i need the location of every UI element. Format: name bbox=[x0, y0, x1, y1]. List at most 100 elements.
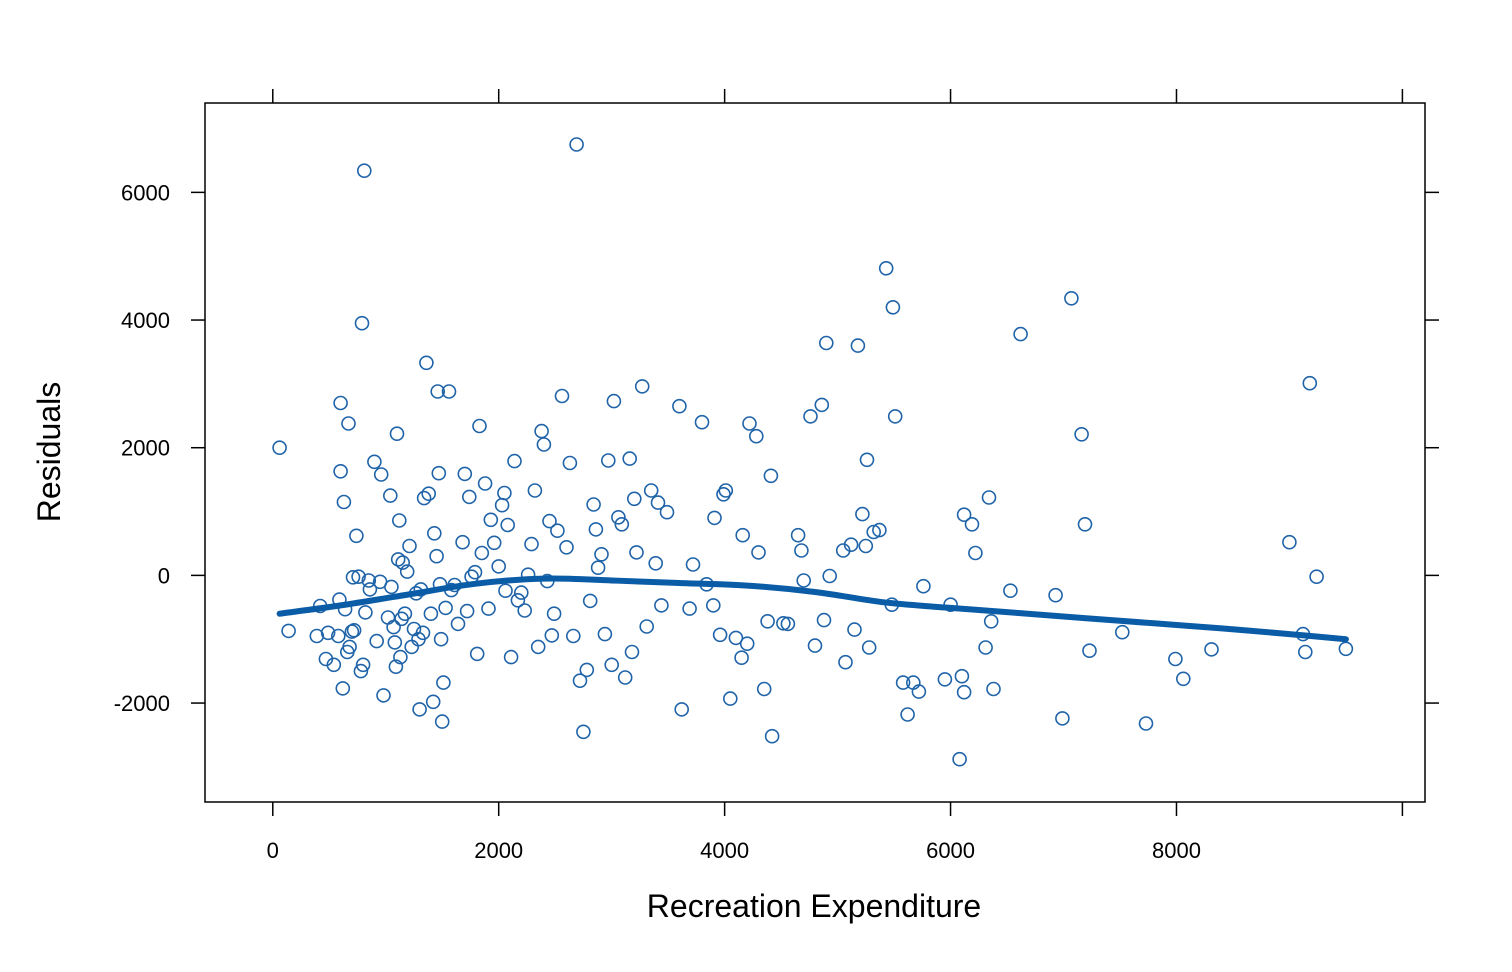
y-tick-label: 2000 bbox=[121, 436, 170, 461]
scatter-point bbox=[355, 657, 371, 673]
scatter-point bbox=[654, 598, 669, 613]
scatter-point bbox=[272, 440, 287, 456]
scatter-point bbox=[572, 673, 588, 689]
scatter-point bbox=[474, 545, 490, 561]
axis-ticks: 0 2000 4000 6000 8000 -2000 0 2000 4000 6000 bbox=[114, 89, 1439, 863]
scatter-point bbox=[843, 537, 859, 553]
scatter-point bbox=[739, 636, 755, 652]
scatter-point bbox=[1298, 644, 1313, 660]
scatter-point bbox=[455, 534, 470, 550]
scatter-point bbox=[1138, 716, 1154, 731]
scatter-point bbox=[756, 681, 772, 697]
scatter-point bbox=[380, 610, 396, 625]
scatter-point bbox=[1064, 290, 1079, 306]
scatter-point bbox=[956, 684, 972, 700]
scatter-point bbox=[1309, 569, 1324, 585]
scatter-point bbox=[838, 654, 853, 670]
scatter-point bbox=[816, 612, 832, 628]
scatter-point bbox=[617, 670, 633, 685]
y-axis-title: Residuals bbox=[31, 382, 67, 523]
scatter-point bbox=[1204, 642, 1219, 657]
scatter-point bbox=[517, 603, 533, 618]
scatter-point bbox=[763, 468, 779, 484]
scatter-point bbox=[1282, 534, 1297, 550]
scatter-point bbox=[685, 557, 701, 572]
scatter-point bbox=[565, 628, 581, 644]
scatter-point bbox=[544, 628, 560, 643]
scatter-point bbox=[614, 516, 630, 532]
x-axis-title: Recreation Expenditure bbox=[647, 888, 981, 924]
scatter-point bbox=[1338, 641, 1354, 657]
x-tick-label: 4000 bbox=[700, 838, 749, 863]
scatter-point bbox=[491, 559, 507, 574]
scatter-point bbox=[1003, 583, 1018, 599]
scatter-point bbox=[764, 728, 780, 744]
scatter-point bbox=[341, 416, 356, 431]
scatter-point bbox=[336, 494, 352, 510]
scatter-point bbox=[981, 490, 997, 505]
scatter-point bbox=[472, 418, 487, 434]
scatter-point bbox=[450, 616, 466, 632]
scatter-point bbox=[1055, 711, 1070, 726]
scatter-point bbox=[351, 569, 366, 585]
scatter-point bbox=[361, 573, 377, 588]
scatter-point bbox=[457, 466, 473, 482]
scatter-point bbox=[735, 527, 751, 543]
scatter-point bbox=[622, 451, 638, 466]
scatter-point bbox=[1048, 587, 1063, 603]
scatter-point bbox=[705, 598, 721, 613]
scatter-point bbox=[597, 626, 613, 642]
scatter-point bbox=[872, 522, 887, 538]
scatter-point bbox=[513, 585, 529, 600]
scatter-point bbox=[818, 335, 834, 351]
x-tick-label: 8000 bbox=[1152, 838, 1201, 863]
scatter-point bbox=[346, 622, 362, 638]
scatter-point bbox=[494, 497, 510, 513]
scatter-point bbox=[1115, 624, 1130, 640]
scatter-point bbox=[404, 639, 420, 655]
scatter-point bbox=[481, 601, 496, 616]
scatter-point bbox=[885, 299, 901, 315]
scatter-point bbox=[861, 640, 877, 655]
scatter-point bbox=[760, 613, 775, 629]
scatter-point bbox=[790, 527, 806, 543]
scatter-point bbox=[582, 593, 598, 609]
scatter-point bbox=[672, 398, 687, 414]
scatter-point bbox=[550, 523, 565, 539]
scatter-point bbox=[423, 606, 439, 622]
scatter-point bbox=[579, 662, 595, 678]
scatter-point bbox=[362, 582, 378, 597]
scatter-point bbox=[397, 606, 413, 622]
scatter-point bbox=[659, 504, 675, 520]
scatter-point bbox=[742, 416, 757, 431]
scatter-point bbox=[847, 622, 862, 637]
scatter-point bbox=[748, 428, 764, 444]
scatter-point bbox=[342, 639, 357, 655]
scatter-point bbox=[434, 714, 450, 729]
scatter-point bbox=[367, 454, 382, 470]
smooth-trend-line bbox=[276, 575, 1349, 643]
scatter-point bbox=[412, 702, 427, 717]
scatter-point bbox=[728, 630, 744, 646]
scatter-point bbox=[503, 649, 519, 665]
scatter-point bbox=[486, 535, 502, 551]
x-tick-label: 0 bbox=[267, 838, 279, 863]
scatter-point bbox=[524, 536, 539, 552]
scatter-point bbox=[590, 560, 606, 576]
scatter-point bbox=[467, 564, 483, 580]
scatter-point bbox=[433, 631, 449, 647]
scatter-point bbox=[510, 592, 526, 608]
scatter-point bbox=[369, 633, 385, 649]
scatter-point bbox=[507, 453, 522, 469]
scatter-point bbox=[1168, 651, 1183, 667]
scatter-point bbox=[1077, 516, 1093, 532]
scatter-point bbox=[395, 555, 411, 570]
scatter-point bbox=[916, 578, 931, 594]
scatter-point bbox=[430, 384, 446, 399]
scatter-point bbox=[429, 548, 444, 564]
scatter-point bbox=[330, 628, 346, 644]
scatter-point bbox=[986, 681, 1001, 697]
scatter-point bbox=[855, 506, 870, 522]
scatter-point bbox=[354, 315, 370, 331]
